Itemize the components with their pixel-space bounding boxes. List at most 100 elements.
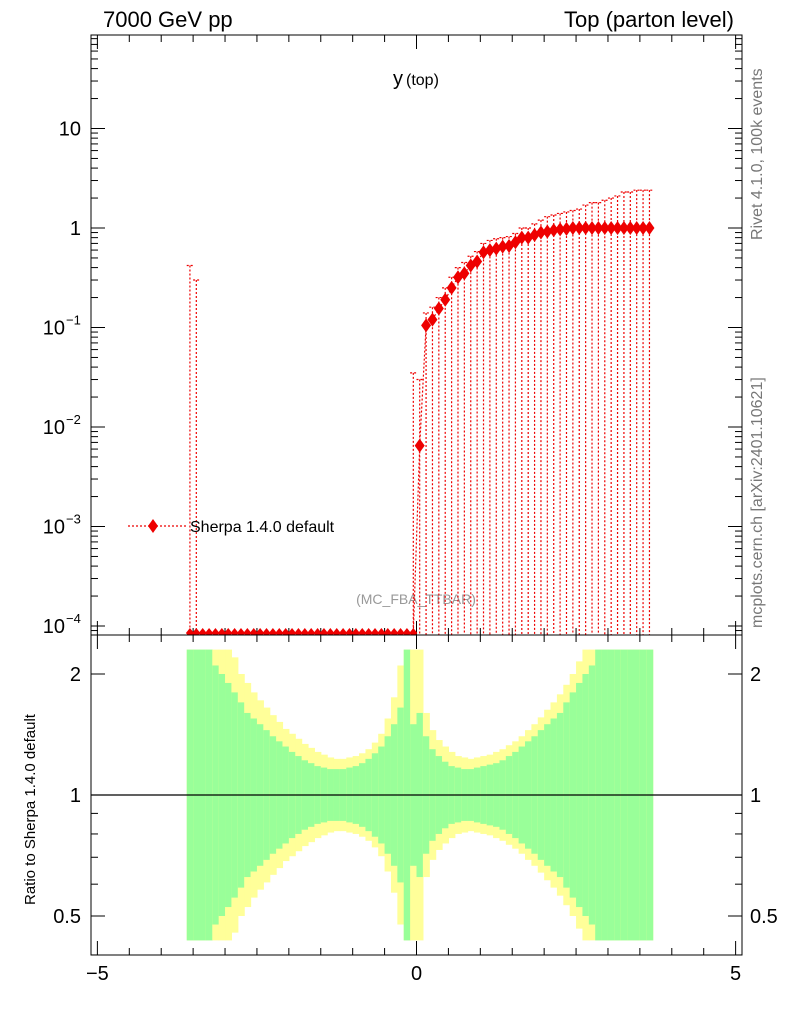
data-point-marker bbox=[542, 224, 553, 239]
data-point-marker bbox=[421, 318, 432, 333]
y-tick-exponent: −1 bbox=[66, 313, 81, 328]
main-plot-frame bbox=[90, 34, 743, 636]
data-point-marker bbox=[371, 628, 380, 635]
ratio-x-tick-label: −5 bbox=[86, 963, 109, 985]
data-point-marker bbox=[192, 628, 201, 635]
y-tick-label: 10 bbox=[43, 517, 65, 539]
data-point-marker bbox=[440, 292, 451, 307]
data-point-marker bbox=[574, 221, 585, 235]
data-point-marker bbox=[535, 225, 546, 240]
ratio-y-tick-label-right: 2 bbox=[750, 664, 761, 686]
data-point-marker bbox=[516, 230, 527, 245]
data-point-marker bbox=[313, 628, 322, 635]
data-point-marker bbox=[383, 628, 392, 635]
data-point-marker bbox=[332, 628, 341, 635]
ratio-y-ticks: 2 2 1 1 0.5 0.5 bbox=[53, 664, 778, 956]
data-point-marker bbox=[427, 312, 438, 327]
data-point-marker bbox=[567, 221, 578, 235]
data-point-marker bbox=[243, 628, 252, 635]
data-point-marker bbox=[618, 221, 629, 235]
y-tick-label: 10 bbox=[43, 616, 65, 638]
data-point-marker bbox=[472, 254, 483, 269]
header-right: Top (parton level) bbox=[564, 7, 734, 32]
data-point-marker bbox=[580, 221, 591, 235]
data-point-marker bbox=[459, 266, 470, 281]
data-point-marker bbox=[205, 628, 214, 635]
data-point-marker bbox=[281, 628, 290, 635]
data-point-marker bbox=[446, 280, 457, 295]
data-point-marker bbox=[484, 243, 495, 258]
analysis-watermark: (MC_FBA_TTBAR) bbox=[356, 591, 476, 607]
data-point-marker bbox=[631, 221, 642, 235]
data-point-marker bbox=[561, 221, 572, 236]
ratio-plot-panel: 2 2 1 1 0.5 0.5 −5 0 5 Ratio to Sherpa 1.4.0 de… bbox=[22, 634, 778, 985]
ratio-y-tick-label: 0.5 bbox=[53, 906, 81, 928]
data-point-marker bbox=[249, 628, 258, 635]
data-point-marker bbox=[288, 628, 297, 635]
data-point-marker bbox=[185, 628, 194, 635]
ratio-y-tick-label-right: 0.5 bbox=[750, 906, 778, 928]
data-point-marker bbox=[606, 221, 617, 235]
data-point-marker bbox=[497, 239, 508, 254]
ratio-x-ticks: −5 0 5 bbox=[86, 635, 741, 985]
data-point-marker bbox=[256, 628, 265, 635]
data-point-marker bbox=[548, 223, 559, 238]
y-tick-label: 1 bbox=[70, 218, 81, 240]
series-sherpa bbox=[185, 189, 655, 635]
y-tick-exponent: −4 bbox=[66, 611, 81, 626]
data-point-marker bbox=[211, 628, 220, 635]
data-point-marker bbox=[377, 628, 386, 635]
y-tick-label: 10 bbox=[59, 119, 81, 141]
data-point-marker bbox=[612, 221, 623, 235]
data-point-marker bbox=[409, 628, 418, 635]
data-point-marker bbox=[638, 221, 649, 235]
data-point-marker bbox=[351, 628, 360, 635]
legend-label: Sherpa 1.4.0 default bbox=[190, 519, 335, 536]
data-point-marker bbox=[224, 628, 233, 635]
data-point-marker bbox=[396, 628, 405, 635]
ratio-x-tick-label: 5 bbox=[730, 963, 741, 985]
y-tick-label: 10 bbox=[43, 417, 65, 439]
legend: Sherpa 1.4.0 default bbox=[128, 519, 335, 536]
main-plot-panel: y (top) (MC_FBA_TTBAR) 10110−110−210−310… bbox=[43, 34, 743, 638]
main-x-ticks bbox=[96, 35, 737, 635]
data-point-marker bbox=[599, 221, 610, 235]
y-tick-exponent: −3 bbox=[66, 512, 81, 527]
data-point-marker bbox=[625, 221, 636, 235]
data-point-marker bbox=[587, 221, 598, 235]
data-point-marker bbox=[236, 628, 245, 635]
data-point-marker bbox=[358, 628, 367, 635]
data-point-marker bbox=[307, 628, 316, 635]
y-tick-label: 10 bbox=[43, 318, 65, 340]
data-point-marker bbox=[644, 221, 655, 235]
y-tick-exponent: −2 bbox=[66, 412, 81, 427]
ratio-x-tick-label: 0 bbox=[411, 963, 422, 985]
data-point-marker bbox=[339, 628, 348, 635]
ratio-y-tick-label: 1 bbox=[70, 785, 81, 807]
rivet-label: Rivet 4.1.0, 100k events bbox=[749, 68, 766, 240]
data-point-marker bbox=[414, 438, 425, 453]
data-point-marker bbox=[262, 628, 271, 635]
header-left: 7000 GeV pp bbox=[103, 7, 233, 32]
data-point-marker bbox=[402, 628, 411, 635]
ratio-y-axis-label: Ratio to Sherpa 1.4.0 default bbox=[22, 713, 39, 905]
plot-title-sub: (top) bbox=[406, 72, 439, 89]
data-point-marker bbox=[217, 628, 226, 635]
data-point-marker bbox=[326, 628, 335, 635]
data-point-marker bbox=[230, 628, 239, 635]
data-point-marker bbox=[300, 628, 309, 635]
data-point-marker bbox=[198, 628, 207, 635]
data-point-marker bbox=[433, 301, 444, 316]
legend-marker-icon bbox=[148, 519, 158, 533]
data-point-marker bbox=[364, 628, 373, 635]
data-point-marker bbox=[345, 628, 354, 635]
data-point-marker bbox=[294, 628, 303, 635]
data-point-marker bbox=[275, 628, 284, 635]
data-point-marker bbox=[555, 222, 566, 237]
data-point-marker bbox=[593, 221, 604, 235]
ratio-y-tick-label: 2 bbox=[70, 664, 81, 686]
data-point-marker bbox=[390, 628, 399, 635]
plot-title: y bbox=[393, 68, 403, 90]
